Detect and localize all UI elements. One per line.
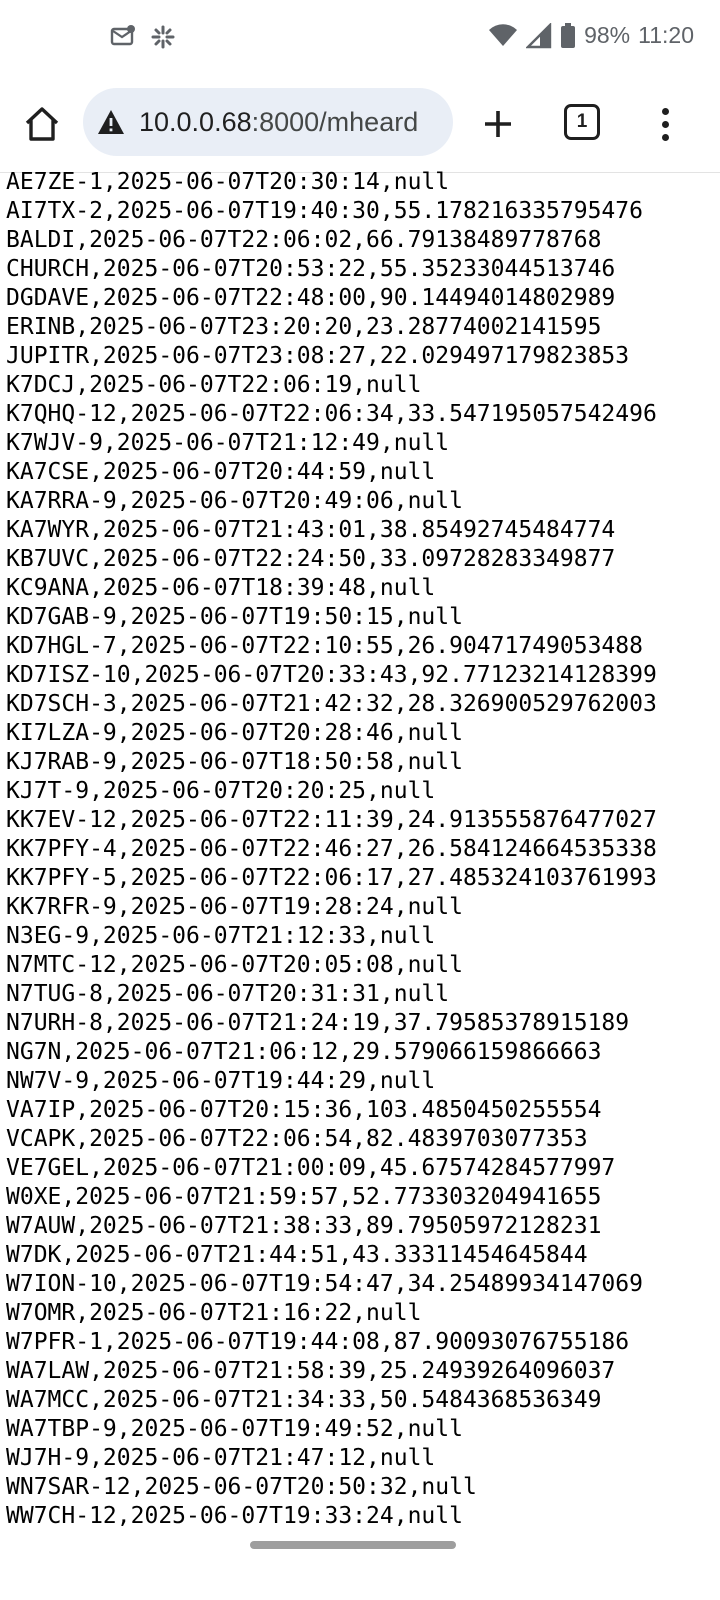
text-line: KK7EV-12,2025-06-07T22:11:39,24.91355587… — [6, 807, 657, 833]
home-button[interactable] — [22, 102, 62, 146]
text-line: W7DK,2025-06-07T21:44:51,43.333114546458… — [6, 1242, 588, 1268]
mheard-text: AE7ZE-1,2025-06-07T20:30:14,null AI7TX-2,… — [6, 168, 716, 1531]
text-line: W7AUW,2025-06-07T21:38:33,89.79505972128… — [6, 1213, 602, 1239]
text-line: KD7GAB-9,2025-06-07T19:50:15,null — [6, 604, 463, 630]
text-line: WW7CH-12,2025-06-07T19:33:24,null — [6, 1503, 463, 1529]
text-line: W7PFR-1,2025-06-07T19:44:08,87.900930767… — [6, 1329, 630, 1355]
text-line: DGDAVE,2025-06-07T22:48:00,90.1449401480… — [6, 285, 616, 311]
text-line: KD7ISZ-10,2025-06-07T20:33:43,92.7712321… — [6, 662, 657, 688]
text-line: VE7GEL,2025-06-07T21:00:09,45.6757428457… — [6, 1155, 616, 1181]
notification-icons — [110, 24, 176, 50]
text-line: KD7SCH-3,2025-06-07T21:42:32,28.32690052… — [6, 691, 657, 717]
url-text[interactable]: 10.0.0.68:8000/mheard — [139, 107, 418, 138]
text-line: AI7TX-2,2025-06-07T19:40:30,55.178216335… — [6, 198, 643, 224]
text-line: KI7LZA-9,2025-06-07T20:28:46,null — [6, 720, 463, 746]
url-path: :8000/mheard — [251, 106, 419, 137]
text-line: KJ7RAB-9,2025-06-07T18:50:58,null — [6, 749, 463, 775]
text-line: VCAPK,2025-06-07T22:06:54,82.48397030773… — [6, 1126, 588, 1152]
page-content: AE7ZE-1,2025-06-07T20:30:14,null AI7TX-2,… — [6, 168, 716, 1538]
address-bar[interactable]: 10.0.0.68:8000/mheard — [83, 88, 453, 156]
clock: 11:20 — [638, 22, 694, 48]
text-line: N3EG-9,2025-06-07T21:12:33,null — [6, 923, 436, 949]
text-line: W7OMR,2025-06-07T21:16:22,null — [6, 1300, 422, 1326]
signal-icon — [526, 22, 552, 49]
tab-switcher-icon[interactable]: 1 — [564, 104, 600, 140]
text-line: BALDI,2025-06-07T22:06:02,66.79138489778… — [6, 227, 602, 253]
mail-notification-icon — [110, 24, 136, 50]
text-line: NW7V-9,2025-06-07T19:44:29,null — [6, 1068, 436, 1094]
text-line: NG7N,2025-06-07T21:06:12,29.579066159866… — [6, 1039, 602, 1065]
system-status: 98% 11:20 — [488, 22, 694, 49]
browser-toolbar: 10.0.0.68:8000/mheard 1 — [0, 78, 720, 173]
text-line: KJ7T-9,2025-06-07T20:20:25,null — [6, 778, 436, 804]
text-line: K7QHQ-12,2025-06-07T22:06:34,33.54719505… — [6, 401, 657, 427]
text-line: K7DCJ,2025-06-07T22:06:19,null — [6, 372, 422, 398]
text-line: KA7CSE,2025-06-07T20:44:59,null — [6, 459, 436, 485]
gesture-navigation-bar[interactable] — [250, 1541, 456, 1549]
text-line: CHURCH,2025-06-07T20:53:22,55.3523304451… — [6, 256, 616, 282]
text-line: WA7MCC,2025-06-07T21:34:33,50.5484368536… — [6, 1387, 602, 1413]
text-line: W7ION-10,2025-06-07T19:54:47,34.25489934… — [6, 1271, 643, 1297]
url-host: 10.0.0.68 — [139, 106, 252, 137]
not-secure-warning-icon[interactable] — [97, 108, 125, 136]
new-tab-button[interactable] — [478, 104, 518, 144]
text-line: KB7UVC,2025-06-07T22:24:50,33.0972828334… — [6, 546, 616, 572]
text-line: K7WJV-9,2025-06-07T21:12:49,null — [6, 430, 450, 456]
more-vert-icon[interactable] — [650, 102, 680, 146]
text-line: WA7TBP-9,2025-06-07T19:49:52,null — [6, 1416, 463, 1442]
battery-percentage: 98% — [584, 22, 631, 48]
text-line: WA7LAW,2025-06-07T21:58:39,25.2493926409… — [6, 1358, 616, 1384]
text-line: ERINB,2025-06-07T23:20:20,23.28774002141… — [6, 314, 602, 340]
tab-count: 1 — [576, 111, 588, 132]
text-line: KK7RFR-9,2025-06-07T19:28:24,null — [6, 894, 463, 920]
pinwheel-icon — [150, 24, 176, 50]
text-line: KK7PFY-4,2025-06-07T22:46:27,26.58412466… — [6, 836, 657, 862]
status-bar: 98% 11:20 — [0, 0, 720, 78]
text-line: JUPITR,2025-06-07T23:08:27,22.0294971798… — [6, 343, 630, 369]
text-line: AE7ZE-1,2025-06-07T20:30:14,null — [6, 169, 450, 195]
text-line: KC9ANA,2025-06-07T18:39:48,null — [6, 575, 436, 601]
home-icon — [25, 107, 59, 141]
text-line: N7TUG-8,2025-06-07T20:31:31,null — [6, 981, 450, 1007]
text-line: N7URH-8,2025-06-07T21:24:19,37.795853789… — [6, 1010, 630, 1036]
wifi-icon — [488, 23, 518, 49]
text-line: KA7RRA-9,2025-06-07T20:49:06,null — [6, 488, 463, 514]
battery-icon — [560, 22, 576, 49]
text-line: W0XE,2025-06-07T21:59:57,52.773303204941… — [6, 1184, 602, 1210]
text-line: KD7HGL-7,2025-06-07T22:10:55,26.90471749… — [6, 633, 643, 659]
text-line: KK7PFY-5,2025-06-07T22:06:17,27.48532410… — [6, 865, 657, 891]
text-line: WN7SAR-12,2025-06-07T20:50:32,null — [6, 1474, 477, 1500]
plus-icon — [485, 111, 511, 137]
text-line: N7MTC-12,2025-06-07T20:05:08,null — [6, 952, 463, 978]
text-line: VA7IP,2025-06-07T20:15:36,103.4850450255… — [6, 1097, 602, 1123]
text-line: KA7WYR,2025-06-07T21:43:01,38.8549274548… — [6, 517, 616, 543]
text-line: WJ7H-9,2025-06-07T21:47:12,null — [6, 1445, 436, 1471]
